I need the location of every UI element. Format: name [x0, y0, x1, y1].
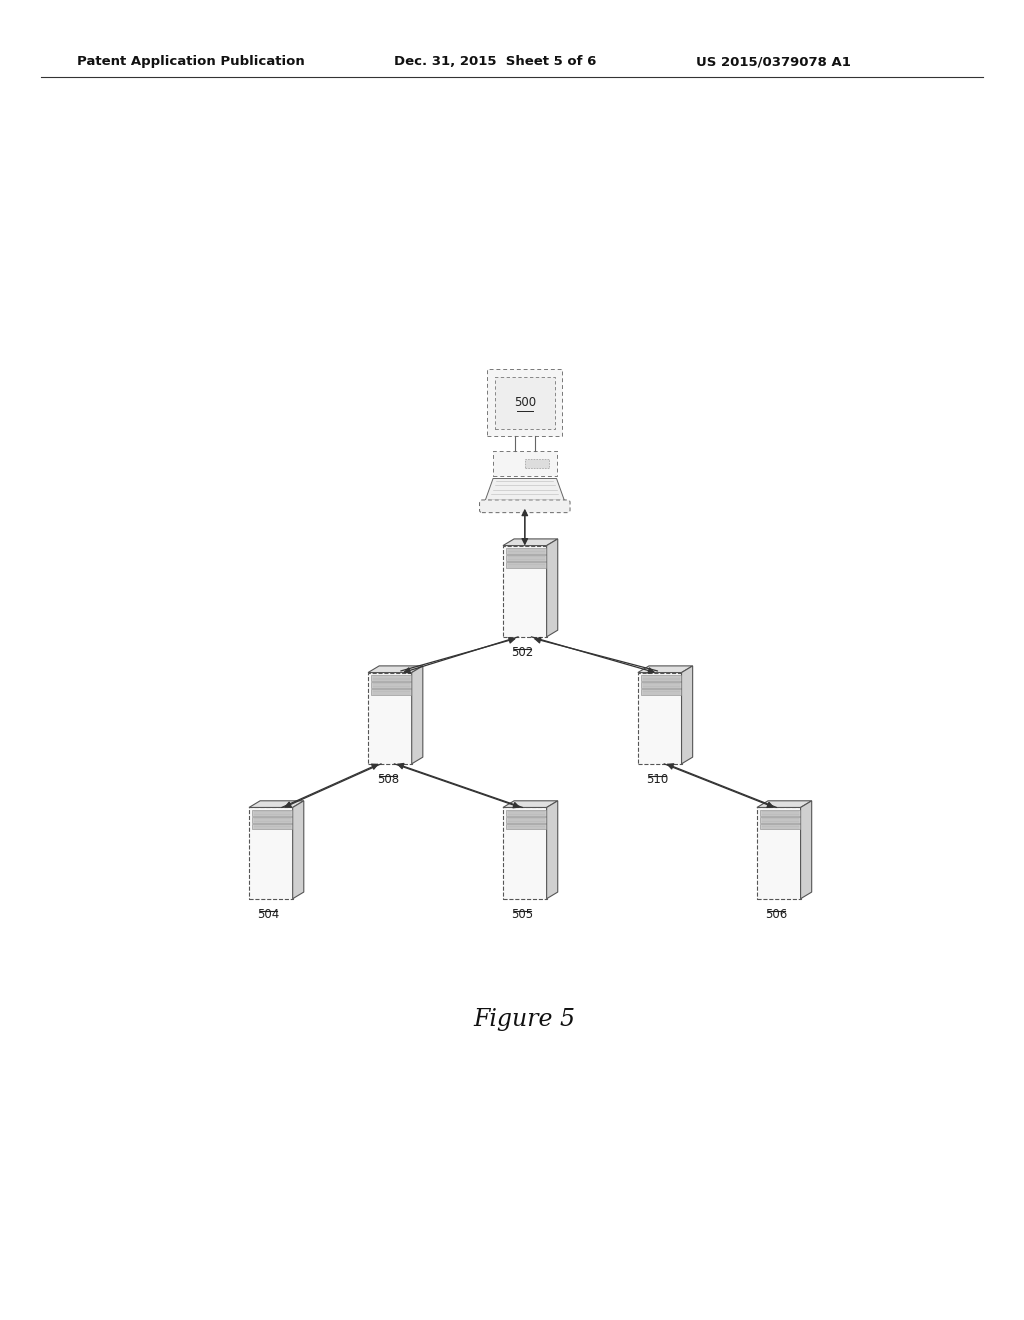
- Text: 504: 504: [258, 908, 280, 921]
- Text: Dec. 31, 2015  Sheet 5 of 6: Dec. 31, 2015 Sheet 5 of 6: [394, 55, 597, 69]
- Polygon shape: [757, 808, 801, 899]
- Polygon shape: [252, 824, 292, 829]
- FancyBboxPatch shape: [479, 500, 570, 512]
- Text: 506: 506: [766, 908, 787, 921]
- Polygon shape: [487, 370, 562, 437]
- Polygon shape: [494, 450, 557, 477]
- Text: 502: 502: [512, 647, 534, 660]
- Polygon shape: [495, 378, 555, 429]
- Polygon shape: [760, 824, 800, 829]
- Polygon shape: [641, 689, 681, 694]
- Polygon shape: [503, 801, 558, 808]
- Polygon shape: [524, 459, 549, 469]
- Polygon shape: [641, 682, 681, 688]
- Polygon shape: [506, 810, 546, 816]
- Polygon shape: [506, 824, 546, 829]
- Polygon shape: [506, 817, 546, 822]
- Polygon shape: [249, 808, 293, 899]
- Polygon shape: [506, 554, 546, 561]
- Polygon shape: [506, 548, 546, 554]
- Polygon shape: [371, 676, 411, 681]
- Polygon shape: [638, 665, 692, 673]
- Polygon shape: [547, 801, 558, 899]
- Polygon shape: [503, 808, 547, 899]
- Polygon shape: [368, 673, 412, 764]
- Polygon shape: [371, 682, 411, 688]
- Polygon shape: [757, 801, 812, 808]
- Text: Figure 5: Figure 5: [474, 1008, 575, 1031]
- Polygon shape: [760, 810, 800, 816]
- Polygon shape: [682, 665, 692, 764]
- Polygon shape: [547, 539, 558, 636]
- Polygon shape: [293, 801, 304, 899]
- Text: US 2015/0379078 A1: US 2015/0379078 A1: [696, 55, 851, 69]
- Polygon shape: [412, 665, 423, 764]
- Polygon shape: [249, 801, 304, 808]
- Polygon shape: [252, 810, 292, 816]
- Polygon shape: [641, 676, 681, 681]
- Polygon shape: [371, 689, 411, 694]
- Polygon shape: [252, 817, 292, 822]
- Polygon shape: [760, 817, 800, 822]
- Polygon shape: [638, 673, 682, 764]
- Polygon shape: [485, 479, 564, 500]
- Polygon shape: [503, 539, 558, 545]
- Polygon shape: [503, 545, 547, 636]
- Polygon shape: [801, 801, 812, 899]
- Text: 500: 500: [514, 396, 536, 409]
- Text: Patent Application Publication: Patent Application Publication: [77, 55, 304, 69]
- Text: 510: 510: [646, 774, 669, 787]
- Text: 508: 508: [377, 774, 398, 787]
- Text: 505: 505: [512, 908, 534, 921]
- Polygon shape: [506, 561, 546, 568]
- Polygon shape: [368, 665, 423, 673]
